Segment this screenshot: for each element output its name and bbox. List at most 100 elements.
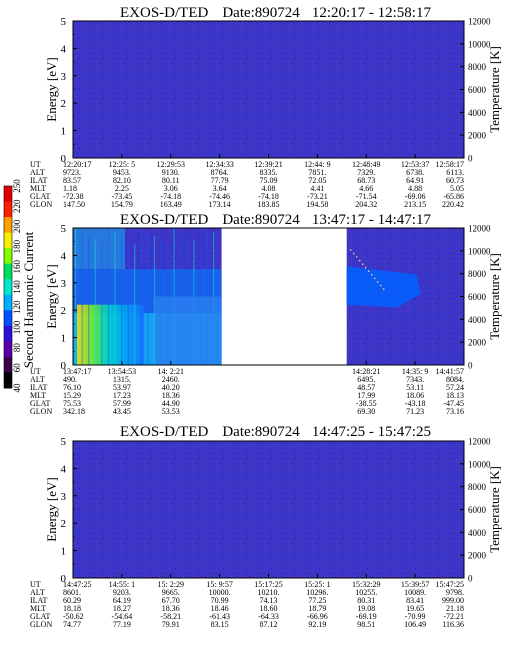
ephemeris-cell: -43.18 [405,399,426,408]
ephemeris-cell: 18.27 [113,604,131,613]
ephemeris-row-label: MLT [30,391,46,400]
ephemeris-row-label: ALT [30,168,45,177]
time-range: 13:47:17 - 14:47:17 [312,212,432,228]
ephemeris-row-label: GLON [30,407,52,416]
dot-trace [349,249,352,251]
ephemeris-cell: 9665. [162,588,180,597]
ephemeris-cell: 57.99 [113,399,131,408]
ephemeris-cell: 74.13 [260,596,278,605]
ephemeris-table: UT 14:47:25 14:55: 1 15: 2:29 15: 9:57 15:17:… [30,580,464,629]
band-tail [154,296,222,365]
ephemeris-cell: 12:58:17 [436,160,464,169]
ephemeris-row-label: MLT [30,184,46,193]
ephemeris-cell: 7851. [308,168,326,177]
ephemeris-cell: 8084. [446,375,464,384]
ephemeris-cell: 183.85 [258,200,280,209]
colorbar-swatch [4,294,12,311]
colorbar-frame [3,185,13,389]
ephemeris-cell: 8335. [260,168,278,177]
ephemeris-row-label: ILAT [30,176,47,185]
y2tick-label: 8000 [468,62,487,72]
ephemeris-cell: -73.21 [307,192,328,201]
ephemeris-cell: 71.23 [406,407,424,416]
dot-trace [382,288,385,290]
ytick-label: 3 [61,71,67,83]
ephemeris-cell: 68.73 [357,176,375,185]
data-segment [73,441,464,578]
streak [88,236,90,365]
ephemeris-cell: -72.38 [63,192,84,201]
ephemeris-cell: 2460. [162,375,180,384]
ephemeris-cell: 18.46 [211,604,229,613]
y2tick-label: 8000 [468,482,487,492]
panel-title: EXOS-D/TED Date:890724 14:47:25 - 15:47:25 [120,424,431,440]
ephemeris-cell: 74.77 [63,620,81,629]
colorbar-tick-label: 220 [12,199,22,213]
band-upper [73,228,126,270]
ephemeris-cell: -66.96 [307,612,328,621]
ephemeris-row-label: GLAT [30,612,51,621]
y-axis-label: Energy [eV] [44,477,59,541]
y-axis-label: Energy [eV] [44,57,59,121]
ephemeris-cell: -72.21 [443,612,464,621]
ephemeris-cell: 204.32 [355,200,377,209]
y2tick-label: 6000 [468,505,487,515]
ephemeris-cell: 18.36 [162,604,180,613]
streak [101,244,103,365]
ytick-label: 3 [61,278,67,290]
ephemeris-cell: 6495. [357,375,375,384]
ephemeris-cell: 18.18 [63,604,81,613]
colorbar-tick-label: 250 [12,179,22,193]
dot-trace [355,256,358,258]
ephemeris-cell: 15.29 [63,391,81,400]
ephemeris-cell: 163.49 [160,200,182,209]
panel-title: EXOS-D/TED Date:890724 12:20:17 - 12:58:17 [120,5,431,21]
ephemeris-cell: 19.65 [406,604,424,613]
y2tick-label: 10000 [468,246,491,256]
ephemeris-cell: 8764. [211,168,229,177]
ephemeris-cell: 18.06 [406,391,424,400]
instrument-title: EXOS-D/TED [120,424,208,440]
ephemeris-cell: 69.30 [357,407,375,416]
ephemeris-cell: 9130. [162,168,180,177]
ephemeris-cell: -74.18 [258,192,279,201]
band-hot [77,304,144,365]
ephemeris-row-label: UT [30,580,41,589]
colorbar-swatch [4,310,12,327]
ephemeris-cell: 4.08 [262,184,276,193]
ephemeris-cell: 83.57 [63,176,81,185]
dot-trace [373,277,376,280]
ephemeris-cell: 19.08 [357,604,375,613]
ephemeris-row-label: GLON [30,620,52,629]
panel-title: EXOS-D/TED Date:890724 13:47:17 - 14:47:17 [120,212,431,228]
y2tick-label: 0 [468,154,473,164]
streak [114,232,116,365]
time-range: 12:20:17 - 12:58:17 [312,5,432,21]
ephemeris-cell: 44.90 [162,399,180,408]
ephemeris-cell: 77.19 [113,620,131,629]
ephemeris-cell: 12:29:53 [157,160,185,169]
y2tick-label: 6000 [468,292,487,302]
data-segment [73,21,464,158]
ytick-label: 4 [61,250,67,262]
ephemeris-cell: 1315. [113,375,131,384]
ephemeris-cell: 147.50 [63,200,85,209]
ephemeris-cell: 12:25: 5 [109,160,135,169]
colorbar-swatch [4,356,12,373]
ephemeris-row-label: GLON [30,200,52,209]
ephemeris-cell: -65.86 [443,192,464,201]
ephemeris-cell: 2.25 [115,184,129,193]
date-label: Date:890724 [222,5,300,21]
y2tick-label: 2000 [468,338,487,348]
ephemeris-cell: 13:47:17 [63,367,91,376]
ytick-label: 5 [61,436,67,448]
colorbar-tick-label: 80 [12,343,22,353]
ephemeris-cell: 15:32:29 [352,580,380,589]
colorbar-swatch [4,232,12,249]
ephemeris-cell: 43.45 [113,407,131,416]
ephemeris-cell: 53.53 [162,407,180,416]
y2tick-label: 0 [468,361,473,371]
y2tick-label: 12000 [468,17,491,27]
ephemeris-cell: -69.06 [405,192,426,201]
